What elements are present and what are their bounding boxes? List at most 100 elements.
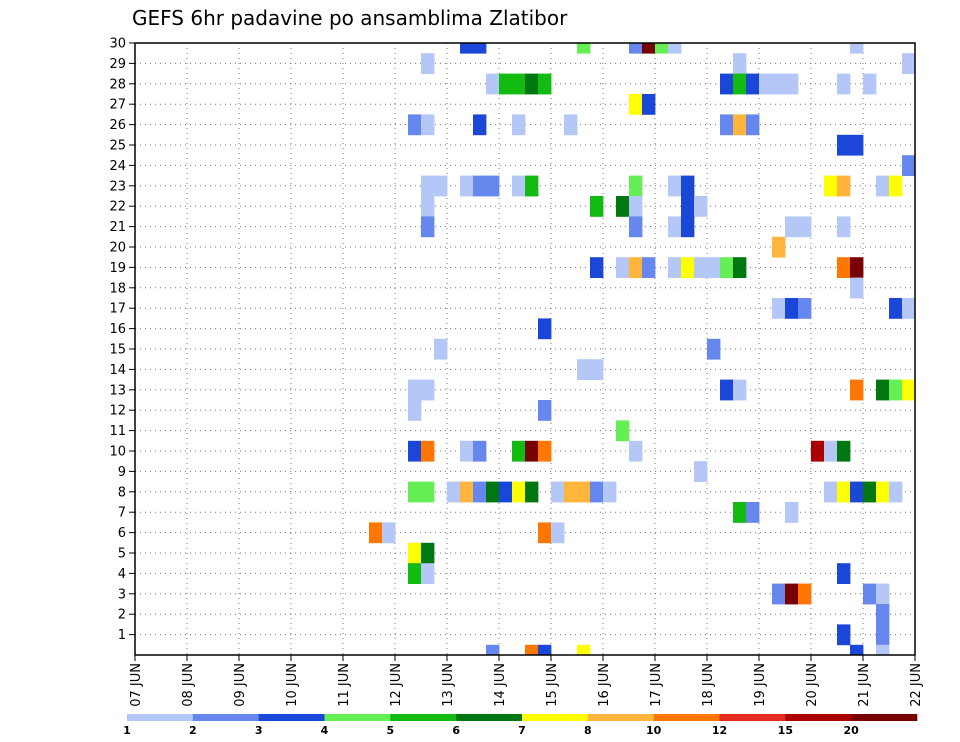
y-axis: 1234567891011121314151617181920212223242…: [109, 37, 135, 643]
colorbar-swatch: [324, 714, 391, 721]
heatmap-cell: [577, 359, 591, 380]
heatmap-cell: [824, 175, 838, 197]
heatmap-cell: [473, 175, 487, 197]
y-tick-label: 15: [109, 343, 126, 358]
heatmap-cell: [382, 522, 396, 544]
heatmap-cell: [473, 440, 487, 462]
colorbar-swatch: [127, 714, 194, 721]
heatmap-cell: [525, 440, 539, 462]
heatmap-cell: [720, 114, 734, 136]
heatmap-cell: [772, 298, 786, 319]
heatmap-cell: [681, 175, 695, 197]
heatmap-cell: [876, 583, 890, 605]
y-tick-label: 28: [109, 77, 126, 92]
heatmap-cell: [512, 481, 526, 503]
heatmap-cell: [577, 644, 591, 656]
colorbar-label: 7: [518, 724, 526, 737]
heatmap-cell: [486, 644, 500, 656]
heatmap-cell: [876, 644, 890, 656]
heatmap-cell: [460, 440, 474, 462]
heatmap-cell: [486, 175, 500, 197]
heatmap-cell: [538, 318, 552, 340]
y-tick-label: 13: [109, 383, 126, 398]
y-tick-label: 3: [118, 587, 126, 602]
heatmap-cell: [486, 73, 500, 95]
x-tick-label: 11 JUN: [337, 663, 352, 707]
heatmap-cell: [720, 73, 734, 95]
x-tick-label: 14 JUN: [493, 663, 508, 707]
heatmap-cell: [408, 542, 422, 564]
heatmap-cell: [512, 175, 526, 197]
colorbar: 1 2 3 4 5 6 7 8 10 12 15 20: [123, 714, 918, 737]
heatmap-cell: [785, 73, 799, 95]
heatmap-cell: [772, 73, 786, 95]
heatmap-cell: [577, 481, 591, 503]
y-tick-label: 9: [118, 465, 126, 480]
x-tick-label: 21 JUN: [857, 663, 872, 707]
heatmap-cell: [408, 440, 422, 462]
y-tick-label: 17: [109, 302, 126, 317]
heatmap-cell: [902, 298, 916, 319]
heatmap-cell: [876, 604, 890, 625]
colorbar-swatch: [785, 714, 852, 721]
chart-title: GEFS 6hr padavine po ansamblima Zlatibor: [132, 6, 568, 30]
x-tick-label: 10 JUN: [285, 663, 300, 707]
heatmap-cell: [889, 298, 903, 319]
heatmap-cell: [837, 73, 851, 95]
heatmap-cell: [798, 583, 812, 605]
heatmap-cell: [681, 216, 695, 238]
heatmap-cell: [538, 400, 552, 421]
heatmap-cell: [733, 114, 747, 136]
x-tick-label: 08 JUN: [181, 663, 196, 707]
y-tick-label: 22: [109, 200, 126, 215]
y-tick-label: 27: [109, 98, 126, 113]
heatmap-cell: [889, 175, 903, 197]
heatmap-cell: [863, 73, 877, 95]
x-tick-label: 20 JUN: [805, 663, 820, 707]
heatmap-cell: [746, 502, 760, 523]
heatmap-cell: [525, 481, 539, 503]
heatmap-cell: [642, 257, 656, 278]
colorbar-swatch: [653, 714, 720, 721]
colorbar-swatch: [390, 714, 457, 721]
y-tick-label: 30: [109, 37, 126, 52]
y-tick-label: 21: [109, 220, 126, 235]
heatmap-cell: [694, 196, 708, 217]
heatmap-cell: [408, 114, 422, 136]
heatmap-cell: [876, 624, 890, 646]
heatmap-cell: [616, 257, 630, 278]
heatmap-cell: [421, 114, 435, 136]
heatmap-cell: [733, 73, 747, 95]
heatmap-cell: [863, 583, 877, 605]
heatmap-cell: [655, 43, 669, 54]
heatmap-cell: [720, 257, 734, 278]
heatmap-cell: [824, 440, 838, 462]
heatmap-cell: [512, 73, 526, 95]
colorbar-label: 1: [123, 724, 131, 737]
heatmap-cell: [408, 481, 422, 503]
heatmap-cell: [668, 175, 682, 197]
heatmap-cell: [525, 175, 539, 197]
heatmap-cell: [824, 481, 838, 503]
heatmap-cell: [681, 196, 695, 217]
heatmap-cell: [421, 216, 435, 238]
heatmap-cell: [850, 257, 864, 278]
heatmap-cell: [863, 481, 877, 503]
y-tick-label: 29: [109, 57, 126, 72]
heatmap-cell: [616, 196, 630, 217]
heatmap-cell: [837, 624, 851, 646]
colorbar-label: 15: [778, 724, 793, 737]
heatmap-cell: [837, 257, 851, 278]
x-tick-label: 07 JUN: [129, 663, 144, 707]
y-tick-label: 1: [118, 628, 126, 643]
heatmap-cell: [538, 644, 552, 656]
heatmap-cell: [590, 481, 604, 503]
heatmap-cell: [538, 522, 552, 544]
heatmap-cell: [785, 216, 799, 238]
heatmap-cell: [538, 440, 552, 462]
colorbar-label: 8: [584, 724, 592, 737]
heatmap-cell: [629, 257, 643, 278]
heatmap-cell: [421, 440, 435, 462]
heatmap-cell: [798, 298, 812, 319]
